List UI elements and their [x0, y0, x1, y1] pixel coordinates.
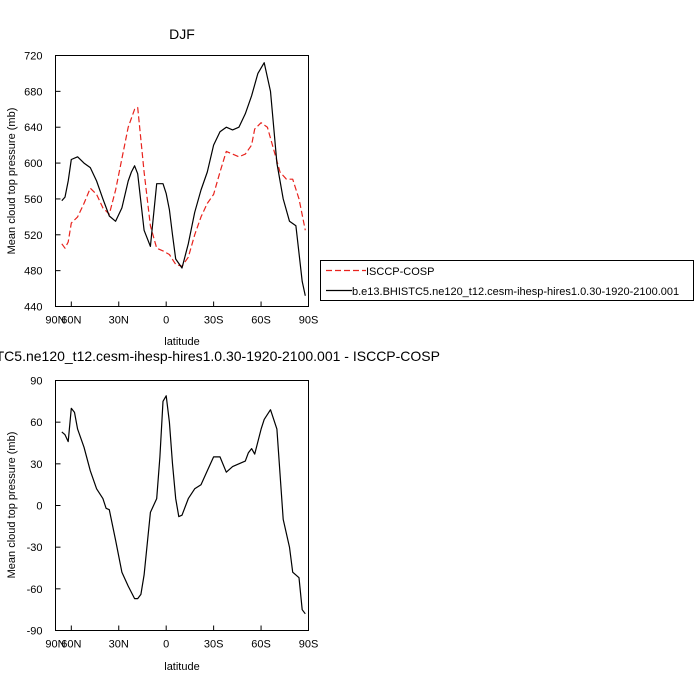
bottom-y-tick-label-0: 0	[36, 501, 42, 513]
top-x-tick-label-90s: 90S	[299, 315, 319, 327]
top-x-tick-label-30s: 30S	[204, 315, 224, 327]
top-x-axis-label: latitude	[164, 336, 199, 348]
top-y-tick-label-520: 520	[24, 230, 42, 242]
top-x-tick-label-0: 0	[163, 315, 169, 327]
top-y-tick-label-600: 600	[24, 158, 42, 170]
bottom-x-tick-label-60s: 60S	[251, 639, 271, 651]
top-y-tick-label-720: 720	[24, 51, 42, 63]
bottom-chart-title: b.e13.BHISTC5.ne120_t12.cesm-ihesp-hires…	[0, 348, 440, 364]
bottom-x-axis-label: latitude	[164, 661, 199, 673]
bottom-x-tick-label-90n: 90N	[45, 639, 65, 651]
top-y-tick-label-440: 440	[24, 302, 42, 314]
top-x-tick-label-30n: 30N	[109, 315, 129, 327]
legend-box	[320, 260, 694, 301]
bottom-x-tick-label-90s: 90S	[299, 639, 319, 651]
bottom-x-tick-label-0: 0	[163, 639, 169, 651]
top-y-axis-label: Mean cloud top pressure (mb)	[6, 108, 18, 255]
bottom-series-group	[61, 395, 306, 615]
top-series-group	[61, 62, 306, 296]
top-plot-frame	[55, 55, 309, 307]
bottom-y-tick-label-60: 60	[30, 417, 42, 429]
bottom-y-tick-label-30: 30	[30, 459, 42, 471]
bottom-y-axis-label: Mean cloud top pressure (mb)	[6, 432, 18, 579]
bottom-panel: b.e13.BHISTC5.ne120_t12.cesm-ihesp-hires…	[0, 348, 440, 673]
bottom-plot-frame	[55, 380, 309, 631]
legend-label-model: b.e13.BHISTC5.ne120_t12.cesm-ihesp-hires…	[352, 286, 679, 298]
top-x-tick-label-60s: 60S	[251, 315, 271, 327]
top-series-line-model	[61, 62, 306, 296]
legend: ISCCP-COSP b.e13.BHISTC5.ne120_t12.cesm-…	[320, 260, 694, 301]
top-x-tick-label-60n: 60N	[61, 315, 81, 327]
top-y-tick-label-560: 560	[24, 194, 42, 206]
bottom-x-tick-label-30s: 30S	[204, 639, 224, 651]
bottom-y-tick-label-90: 90	[30, 376, 42, 388]
top-y-tick-label-640: 640	[24, 122, 42, 134]
bottom-x-tick-label-30n: 30N	[109, 639, 129, 651]
bottom-y-tick-label-90: -90	[27, 626, 43, 638]
bottom-x-tick-label-60n: 60N	[61, 639, 81, 651]
top-y-tick-label-480: 480	[24, 266, 42, 278]
bottom-y-tick-label-30: -30	[27, 542, 43, 554]
top-y-tick-label-680: 680	[24, 86, 42, 98]
top-chart-title: DJF	[169, 26, 195, 42]
top-x-tick-label-90n: 90N	[45, 315, 65, 327]
bottom-y-tick-label-60: -60	[27, 584, 43, 596]
top-series-line-isccp-cosp	[61, 106, 306, 267]
legend-label-isccp-cosp: ISCCP-COSP	[366, 266, 434, 278]
bottom-series-line-difference	[61, 395, 306, 615]
